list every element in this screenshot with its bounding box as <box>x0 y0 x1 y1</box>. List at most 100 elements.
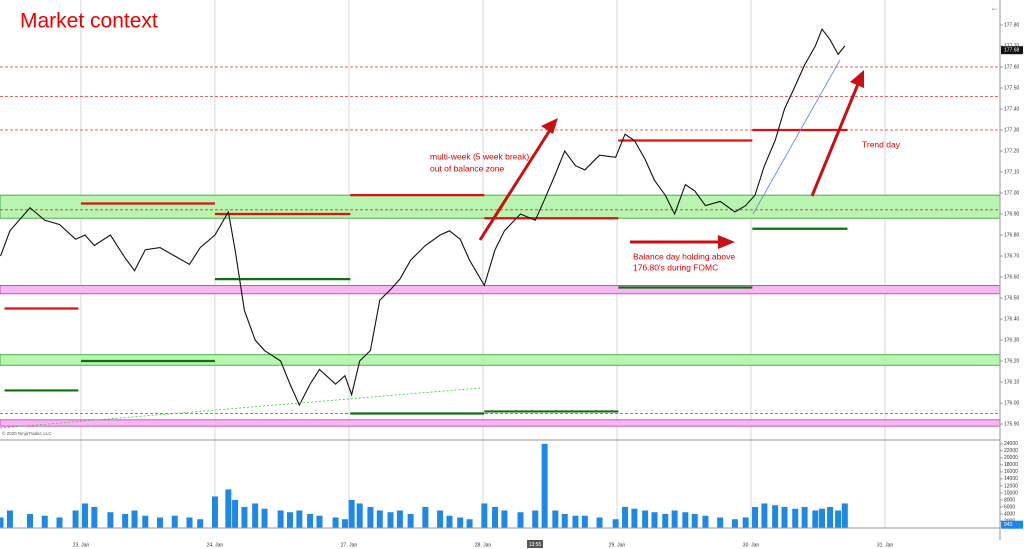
price-tag <box>1001 46 1023 55</box>
volume-bar <box>211 496 218 528</box>
plot-layer <box>0 0 1001 528</box>
volume-bar <box>841 503 848 528</box>
y-tick-label: 12000 <box>1004 483 1018 489</box>
volume-bar <box>396 510 403 528</box>
y-tick-label: 177.30 <box>1004 127 1020 133</box>
volume-bar <box>481 503 488 528</box>
trend-line <box>752 59 841 215</box>
volume-bar <box>241 506 248 528</box>
y-tick-label: 22000 <box>1004 448 1018 454</box>
volume-bar <box>107 512 114 528</box>
collapse-button[interactable]: ← <box>990 2 999 12</box>
volume-bar <box>772 505 779 528</box>
volume-bar <box>457 517 464 528</box>
volume-bar <box>819 508 826 528</box>
volume-bar <box>407 513 414 528</box>
y-tick-label: 24000 <box>1004 441 1018 447</box>
volume-bar <box>781 506 788 528</box>
volume-bar <box>761 503 768 528</box>
y-tick-label: 10000 <box>1004 490 1018 496</box>
volume-bar <box>422 506 429 528</box>
volume-bar <box>561 513 568 528</box>
annotation: Balance day holding above <box>633 251 735 261</box>
x-tick-label: 30. Jan <box>743 542 760 548</box>
y-tick-label: 4000 <box>1004 511 1015 517</box>
volume-bar <box>717 517 724 528</box>
volume-tag-label: 943 <box>1004 522 1013 528</box>
volume-bar <box>541 443 548 528</box>
volume-bar <box>307 513 314 528</box>
volume-bar <box>742 517 749 528</box>
x-tick-label: 23. Jan <box>73 542 90 548</box>
volume-bar <box>131 510 138 528</box>
y-tick-label: 177.80 <box>1004 22 1020 28</box>
volume-bar <box>367 506 374 528</box>
y-tick-label: 18000 <box>1004 462 1018 468</box>
y-tick-label: 177.60 <box>1004 64 1020 70</box>
annotation: out of balance zone <box>430 163 504 173</box>
volume-bar <box>792 508 799 528</box>
volume-bar <box>376 510 383 528</box>
zone <box>0 285 1001 295</box>
y-tick-label: 20000 <box>1004 455 1018 461</box>
volume-bar <box>662 513 669 528</box>
x-tick-label: 24. Jan <box>207 542 224 548</box>
volume-bar <box>81 503 88 528</box>
y-tick-label: 176.00 <box>1004 400 1020 406</box>
time-marker-box <box>527 540 543 548</box>
x-tick-label: 31. Jan <box>877 542 894 548</box>
volume-bar <box>197 519 204 528</box>
volume-bar <box>492 506 499 528</box>
y-tick-label: 176.10 <box>1004 379 1020 385</box>
volume-bar <box>572 515 579 528</box>
volume-bar <box>446 515 453 528</box>
y-tick-label: 177.10 <box>1004 169 1020 175</box>
volume-bar <box>91 506 98 528</box>
volume-bar <box>6 510 13 528</box>
y-tick-label: 177.40 <box>1004 106 1020 112</box>
x-tick-label: 29. Jan <box>609 542 626 548</box>
volume-bar <box>341 519 348 528</box>
y-tick-label: 177.00 <box>1004 190 1020 196</box>
volume-bar <box>0 517 4 528</box>
title: Market context <box>20 10 158 33</box>
y-tick-label: 176.40 <box>1004 316 1020 322</box>
volume-bar <box>731 519 738 528</box>
zone <box>0 419 1001 427</box>
y-tick-label: 176.30 <box>1004 337 1020 343</box>
volume-bar <box>642 510 649 528</box>
y-tick-label: 8000 <box>1004 497 1015 503</box>
y-tick-label: 176.80 <box>1004 232 1020 238</box>
volume-bar <box>122 513 129 528</box>
volume-bar <box>316 515 323 528</box>
volume-bar <box>225 489 232 528</box>
volume-bar <box>332 517 339 528</box>
volume-bar <box>622 506 629 528</box>
x-tick-label: 27. Jan <box>341 542 358 548</box>
annotation: multi-week (5 week break) <box>430 151 529 161</box>
volume-bar <box>752 506 759 528</box>
x-tick-label: 28. Jan <box>475 542 492 548</box>
volume-bar <box>581 515 588 528</box>
volume-bar <box>171 515 178 528</box>
time-marker: 13:55 <box>529 542 542 548</box>
price-line <box>0 28 846 407</box>
y-tick-label: 6000 <box>1004 504 1015 510</box>
volume-bar <box>702 515 709 528</box>
y-tick-label: 175.90 <box>1004 421 1020 427</box>
y-tick-label: 176.60 <box>1004 274 1020 280</box>
y-tick-label: 177.50 <box>1004 85 1020 91</box>
y-tick-label: 14000 <box>1004 476 1018 482</box>
volume-bar <box>671 510 678 528</box>
volume-bar <box>348 499 355 528</box>
volume-bar <box>232 499 239 528</box>
arrows <box>478 70 864 249</box>
price-tag-label: 177.68 <box>1004 48 1020 54</box>
volume-bar <box>651 512 658 528</box>
volume-bar <box>27 513 34 528</box>
volume-bar <box>142 515 149 528</box>
volume-bar <box>631 508 638 528</box>
volume-bar <box>682 512 689 528</box>
